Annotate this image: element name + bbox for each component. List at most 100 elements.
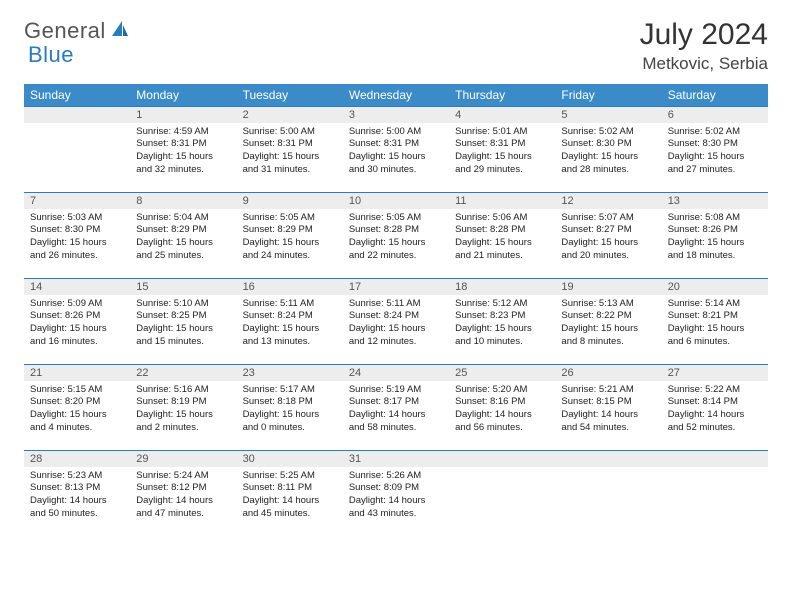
content-row: Sunrise: 5:03 AMSunset: 8:30 PMDaylight:…: [24, 209, 768, 279]
day-number: [24, 107, 130, 123]
day-number: 12: [555, 193, 661, 209]
sunset-text: Sunset: 8:29 PM: [243, 224, 337, 237]
day-cell: Sunrise: 5:13 AMSunset: 8:22 PMDaylight:…: [555, 295, 661, 365]
day-cell: Sunrise: 5:06 AMSunset: 8:28 PMDaylight:…: [449, 209, 555, 279]
daylight-text: Daylight: 14 hours and 56 minutes.: [455, 409, 549, 435]
sunrise-text: Sunrise: 5:06 AM: [455, 212, 549, 225]
sunrise-text: Sunrise: 5:11 AM: [243, 298, 337, 311]
daylight-text: Daylight: 14 hours and 52 minutes.: [668, 409, 762, 435]
day-number: 7: [24, 193, 130, 209]
sunset-text: Sunset: 8:22 PM: [561, 310, 655, 323]
content-row: Sunrise: 5:15 AMSunset: 8:20 PM Daylight:…: [24, 381, 768, 451]
day-cell: Sunrise: 5:14 AMSunset: 8:21 PMDaylight:…: [662, 295, 768, 365]
sunset-text: Sunset: 8:12 PM: [136, 482, 230, 495]
daylight-text: Daylight: 15 hours and 22 minutes.: [349, 237, 443, 263]
logo: General: [24, 18, 132, 44]
sunrise-text: Sunrise: 5:15 AM: [30, 384, 124, 397]
day-number: 24: [343, 365, 449, 381]
day-cell: Sunrise: 5:23 AMSunset: 8:13 PMDaylight:…: [24, 467, 130, 537]
day-number: 5: [555, 107, 661, 123]
day-number: 21: [24, 365, 130, 381]
day-header: Saturday: [662, 84, 768, 107]
day-cell: Sunrise: 5:00 AMSunset: 8:31 PMDaylight:…: [343, 123, 449, 193]
sunset-text: Sunset: 8:15 PM: [561, 396, 655, 409]
day-cell: Sunrise: 5:05 AMSunset: 8:28 PMDaylight:…: [343, 209, 449, 279]
daylight-text: Daylight: 15 hours and 8 minutes.: [561, 323, 655, 349]
day-header: Wednesday: [343, 84, 449, 107]
day-number: 6: [662, 107, 768, 123]
daylight-text: Daylight: 14 hours and 43 minutes.: [349, 495, 443, 521]
location: Metkovic, Serbia: [640, 54, 768, 74]
day-cell: [555, 467, 661, 537]
sunset-text: Sunset: 8:31 PM: [243, 138, 337, 151]
day-number: 8: [130, 193, 236, 209]
sunset-text: Sunset: 8:20 PM: [30, 396, 124, 409]
daylight-text: Daylight: 15 hours and 24 minutes.: [243, 237, 337, 263]
daylight-text: Daylight: 15 hours and 10 minutes.: [455, 323, 549, 349]
day-number: 22: [130, 365, 236, 381]
sunset-text: Sunset: 8:21 PM: [668, 310, 762, 323]
day-number: 31: [343, 451, 449, 467]
sunset-text: Sunset: 8:25 PM: [136, 310, 230, 323]
sunset-text: Sunset: 8:26 PM: [668, 224, 762, 237]
daylight-text: Daylight: 15 hours and 13 minutes.: [243, 323, 337, 349]
daylight-text: Daylight: 14 hours and 47 minutes.: [136, 495, 230, 521]
day-number: [449, 451, 555, 467]
day-cell: Sunrise: 5:19 AMSunset: 8:17 PMDaylight:…: [343, 381, 449, 451]
day-cell: Sunrise: 4:59 AMSunset: 8:31 PMDaylight:…: [130, 123, 236, 193]
sunset-text: Sunset: 8:19 PM: [136, 396, 230, 409]
sunrise-text: Sunrise: 5:04 AM: [136, 212, 230, 225]
daylight-text: Daylight: 15 hours and 0 minutes.: [243, 409, 337, 435]
sunrise-text: Sunrise: 5:25 AM: [243, 470, 337, 483]
sunrise-text: Sunrise: 4:59 AM: [136, 126, 230, 139]
sunset-text: Sunset: 8:28 PM: [455, 224, 549, 237]
daylight-text: Daylight: 15 hours and 29 minutes.: [455, 151, 549, 177]
day-number: 11: [449, 193, 555, 209]
day-number: 27: [662, 365, 768, 381]
day-number: 14: [24, 279, 130, 295]
daylight-text: Daylight: 15 hours and 16 minutes.: [30, 323, 124, 349]
day-number: 13: [662, 193, 768, 209]
day-cell: Sunrise: 5:22 AMSunset: 8:14 PMDaylight:…: [662, 381, 768, 451]
sunrise-text: Sunrise: 5:12 AM: [455, 298, 549, 311]
sunrise-text: Sunrise: 5:05 AM: [243, 212, 337, 225]
day-number: 9: [237, 193, 343, 209]
day-number: 1: [130, 107, 236, 123]
day-number: 26: [555, 365, 661, 381]
day-cell: Sunrise: 5:16 AMSunset: 8:19 PMDaylight:…: [130, 381, 236, 451]
daynum-row: 21222324252627: [24, 365, 768, 381]
sunset-text: Sunset: 8:29 PM: [136, 224, 230, 237]
sunrise-text: Sunrise: 5:02 AM: [561, 126, 655, 139]
day-cell: Sunrise: 5:10 AMSunset: 8:25 PMDaylight:…: [130, 295, 236, 365]
day-number: 17: [343, 279, 449, 295]
daylight-text: Daylight: 15 hours and 32 minutes.: [136, 151, 230, 177]
day-header: Monday: [130, 84, 236, 107]
day-cell: Sunrise: 5:15 AMSunset: 8:20 PMDaylight:…: [24, 381, 130, 451]
day-number: 3: [343, 107, 449, 123]
sunrise-text: Sunrise: 5:17 AM: [243, 384, 337, 397]
sunrise-text: Sunrise: 5:19 AM: [349, 384, 443, 397]
daynum-row: 78910111213: [24, 193, 768, 209]
daylight-text: Daylight: 15 hours and 15 minutes.: [136, 323, 230, 349]
day-cell: [24, 123, 130, 193]
day-number: 16: [237, 279, 343, 295]
sunset-text: Sunset: 8:16 PM: [455, 396, 549, 409]
sunset-text: Sunset: 8:31 PM: [349, 138, 443, 151]
sunrise-text: Sunrise: 5:20 AM: [455, 384, 549, 397]
daylight-text: Daylight: 15 hours and 18 minutes.: [668, 237, 762, 263]
daylight-text: Daylight: 15 hours and 6 minutes.: [668, 323, 762, 349]
day-header-row: Sunday Monday Tuesday Wednesday Thursday…: [24, 84, 768, 107]
day-number: 30: [237, 451, 343, 467]
day-cell: [662, 467, 768, 537]
day-number: [555, 451, 661, 467]
sunrise-text: Sunrise: 5:11 AM: [349, 298, 443, 311]
daylight-text: Daylight: 15 hours and 20 minutes.: [561, 237, 655, 263]
day-number: 10: [343, 193, 449, 209]
daylight-text: Daylight: 14 hours and 58 minutes.: [349, 409, 443, 435]
sunrise-text: Sunrise: 5:00 AM: [349, 126, 443, 139]
sunrise-text: Sunrise: 5:13 AM: [561, 298, 655, 311]
sunrise-text: Sunrise: 5:22 AM: [668, 384, 762, 397]
day-number: 19: [555, 279, 661, 295]
sunrise-text: Sunrise: 5:05 AM: [349, 212, 443, 225]
sunrise-text: Sunrise: 5:01 AM: [455, 126, 549, 139]
